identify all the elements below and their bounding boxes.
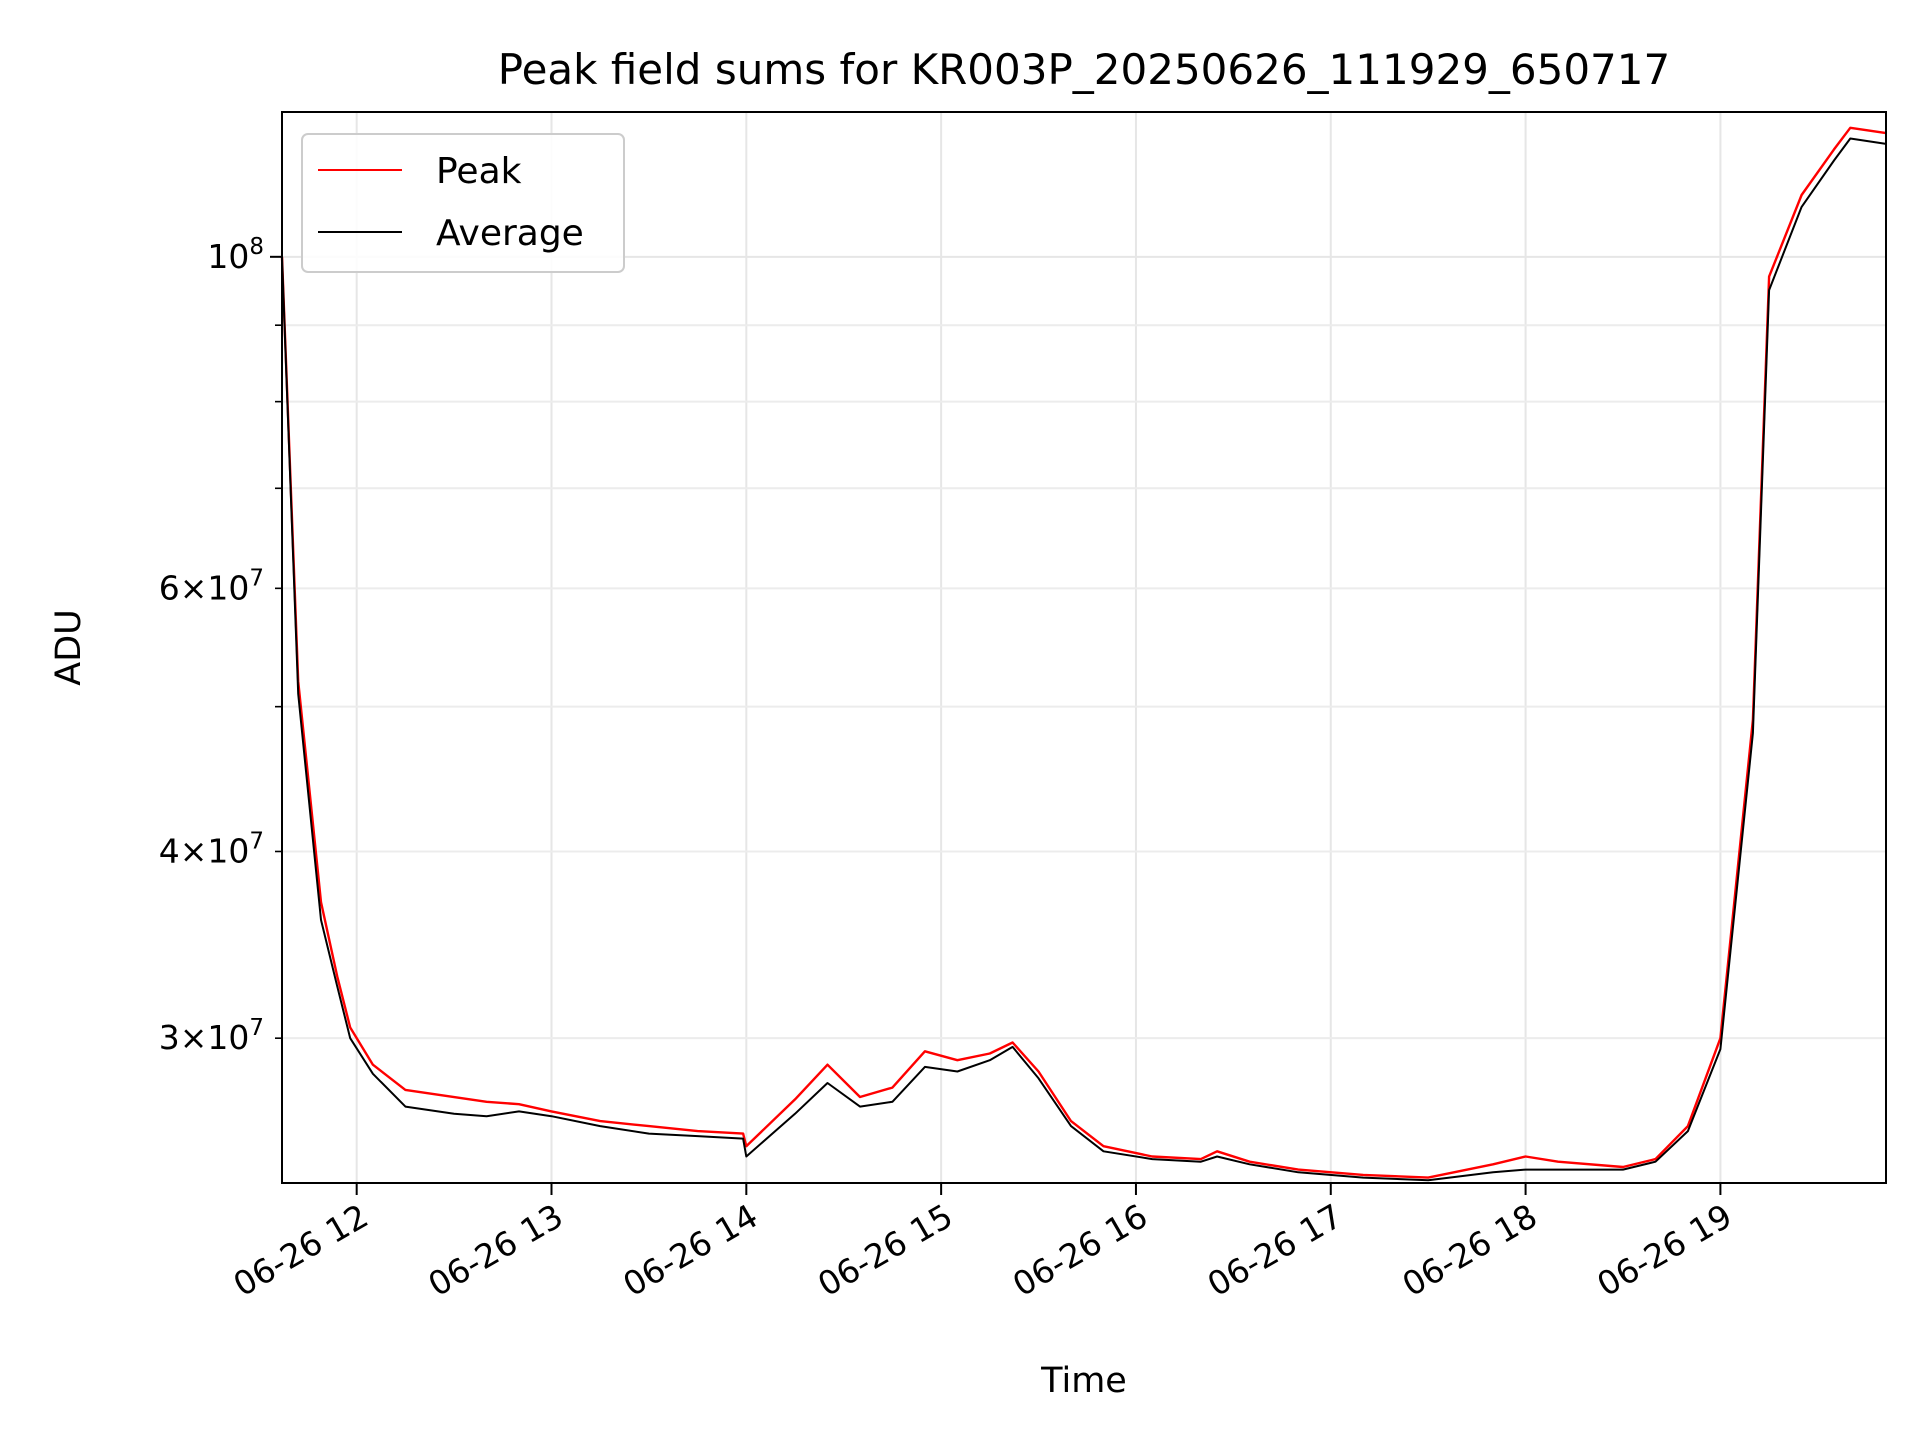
x-axis: 06-26 12 06-26 13 06-26 14 06-26 15 06-26 16…: [227, 1183, 1738, 1304]
x-tick-label: 06-26 18: [1396, 1196, 1544, 1304]
y-tick-label: 6×107: [159, 565, 264, 607]
x-tick-label: 06-26 19: [1590, 1196, 1738, 1304]
legend: Peak Average: [301, 133, 625, 273]
x-tick-label: 06-26 16: [1006, 1196, 1154, 1304]
legend-box: [301, 133, 625, 273]
chart-title: Peak field sums for KR003P_20250626_1119…: [498, 45, 1670, 94]
y-tick-label: 3×107: [159, 1015, 264, 1057]
x-tick-label: 06-26 13: [422, 1196, 570, 1304]
y-axis: 108 3×107 4×107 6×107: [159, 234, 282, 1057]
grid-lines: [282, 112, 1886, 1183]
x-axis-title: Time: [1040, 1361, 1127, 1401]
y-tick-label: 108: [207, 234, 264, 276]
x-tick-label: 06-26 15: [811, 1196, 959, 1304]
legend-label-peak: Peak: [436, 151, 522, 192]
legend-label-average: Average: [436, 213, 584, 254]
x-tick-label: 06-26 17: [1201, 1196, 1349, 1304]
plot-frame: [281, 111, 1887, 1184]
y-axis-title: ADU: [49, 609, 89, 686]
series-line-peak: [280, 126, 1887, 1179]
series-line-average: [281, 137, 1887, 1182]
x-tick-label: 06-26 12: [227, 1196, 375, 1304]
y-tick-label: 4×107: [159, 828, 264, 870]
plot-series: [280, 126, 1887, 1182]
x-tick-label: 06-26 14: [616, 1196, 764, 1304]
